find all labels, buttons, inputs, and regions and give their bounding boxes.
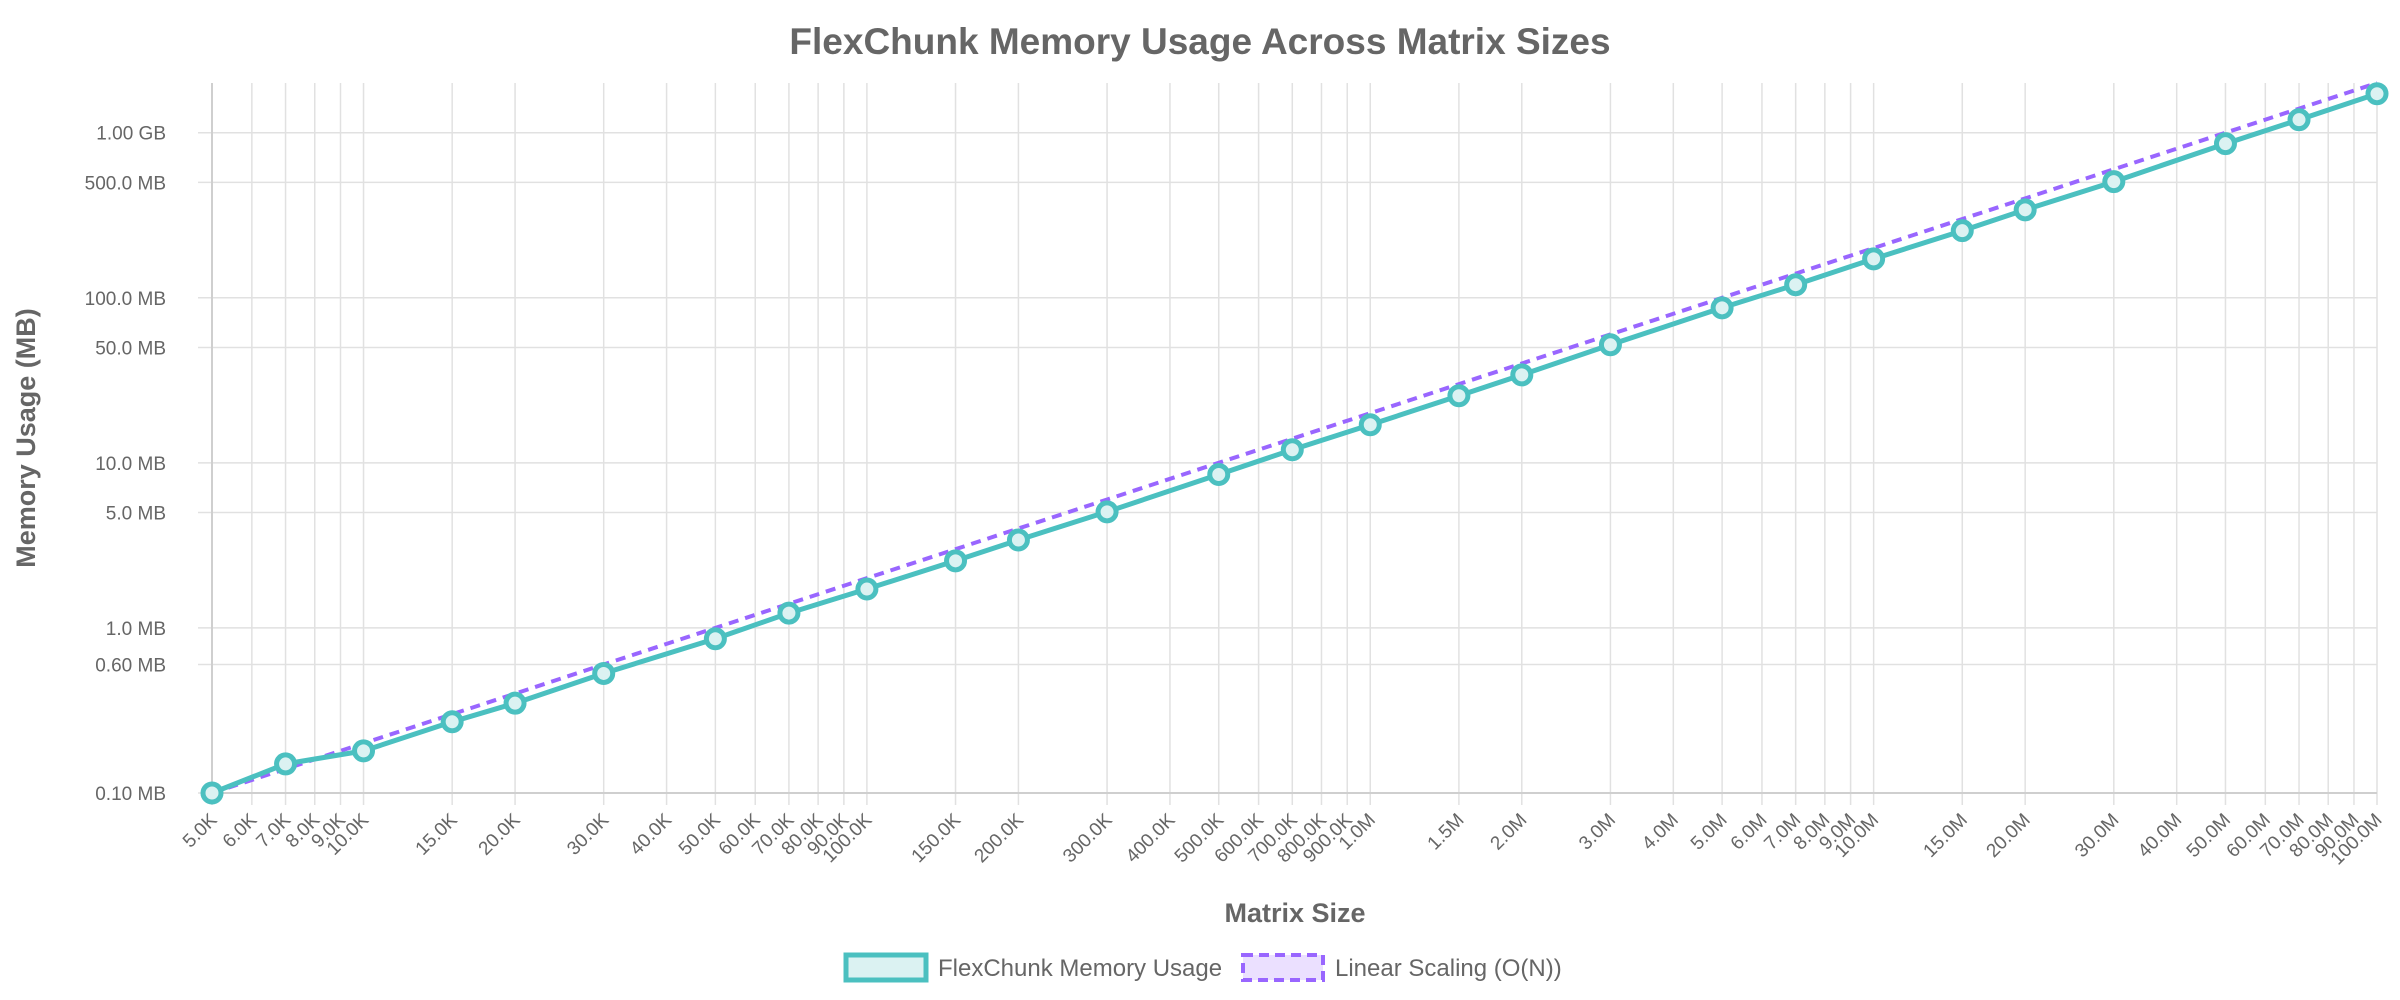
x-tick-label: 5.0M (1687, 810, 1732, 855)
x-tick-label: 3.0M (1575, 810, 1620, 855)
data-point-flexchunk[interactable] (2013, 198, 2037, 222)
x-tick-label: 6.0M (1727, 810, 1772, 855)
data-point-flexchunk[interactable] (855, 577, 879, 601)
data-point-flexchunk[interactable] (1447, 384, 1471, 408)
x-tick-label: 4.0M (1638, 810, 1683, 855)
y-tick-label: 5.0 MB (106, 504, 166, 525)
x-tick-label: 300.0K (1059, 809, 1117, 867)
x-tick-label: 200.0K (971, 809, 1029, 867)
y-tick-label: 1.00 GB (96, 124, 166, 145)
y-tick-label: 500.0 MB (85, 173, 166, 194)
x-tick-label: 15.0K (412, 809, 462, 859)
data-point-flexchunk[interactable] (2365, 82, 2389, 106)
data-point-flexchunk[interactable] (1784, 273, 1808, 297)
data-point-flexchunk[interactable] (944, 549, 968, 573)
legend-item-linear[interactable]: Linear Scaling (O(N)) (1241, 953, 1562, 982)
legend: FlexChunk Memory Usage Linear Scaling (O… (843, 952, 1562, 983)
x-tick-label: 50.0M (2183, 810, 2235, 862)
series (200, 81, 2389, 805)
legend-item-flexchunk[interactable]: FlexChunk Memory Usage (843, 952, 1222, 983)
data-point-flexchunk[interactable] (777, 601, 801, 625)
data-point-flexchunk[interactable] (352, 739, 376, 763)
x-tick-label: 30.0K (563, 809, 613, 859)
x-tick-label: 15.0M (1920, 810, 1972, 862)
data-point-flexchunk[interactable] (1095, 500, 1119, 524)
data-point-flexchunk[interactable] (274, 752, 298, 776)
x-tick-label: 50.0K (675, 809, 725, 859)
data-point-flexchunk[interactable] (1280, 438, 1304, 462)
legend-label-flexchunk: FlexChunk Memory Usage (938, 955, 1222, 982)
data-point-flexchunk[interactable] (440, 710, 464, 734)
legend-label-linear: Linear Scaling (O(N)) (1335, 955, 1562, 982)
data-point-flexchunk[interactable] (503, 691, 527, 715)
y-tick-label: 100.0 MB (85, 289, 166, 310)
y-tick-label: 0.10 MB (95, 784, 166, 805)
y-tick-label: 10.0 MB (95, 454, 166, 475)
x-tick-label: 30.0M (2071, 810, 2123, 862)
data-point-flexchunk[interactable] (1710, 296, 1734, 320)
data-point-flexchunk[interactable] (1358, 413, 1382, 437)
x-tick-label: 20.0K (475, 809, 525, 859)
y-axis-ticks: 0.10 MB 0.60 MB 1.0 MB 5.0 MB 10.0 MB 50.0 MB… (85, 124, 166, 805)
grid (198, 83, 2378, 805)
data-point-flexchunk[interactable] (1950, 219, 1974, 243)
data-point-flexchunk[interactable] (703, 627, 727, 651)
x-tick-label: 40.0M (2134, 810, 2186, 862)
data-point-flexchunk[interactable] (592, 661, 616, 685)
x-tick-label: 40.0K (626, 809, 676, 859)
data-point-flexchunk[interactable] (2213, 132, 2237, 156)
data-point-flexchunk[interactable] (1598, 333, 1622, 357)
x-axis-title: Matrix Size (1224, 898, 1365, 928)
x-tick-label: 20.0M (1983, 810, 2035, 862)
y-tick-label: 0.60 MB (95, 656, 166, 677)
x-tick-label: 6.0K (219, 809, 262, 852)
chart-title: FlexChunk Memory Usage Across Matrix Siz… (789, 21, 1610, 62)
x-tick-label: 400.0K (1122, 809, 1180, 867)
x-tick-label: 1.5M (1424, 810, 1469, 855)
legend-swatch-linear (1241, 953, 1325, 982)
y-axis-title: Memory Usage (MB) (11, 308, 41, 568)
data-point-flexchunk[interactable] (200, 781, 224, 805)
data-point-flexchunk[interactable] (1207, 462, 1231, 486)
data-point-flexchunk[interactable] (2102, 170, 2126, 194)
x-tick-label: 2.0M (1487, 810, 1532, 855)
y-tick-label: 1.0 MB (106, 619, 166, 640)
data-point-flexchunk[interactable] (1006, 528, 1030, 552)
data-point-flexchunk[interactable] (2287, 108, 2311, 132)
data-point-flexchunk[interactable] (1862, 247, 1886, 271)
x-tick-label: 5.0K (179, 809, 222, 852)
y-tick-label: 50.0 MB (95, 338, 166, 359)
x-tick-label: 150.0K (908, 809, 966, 867)
series-line-linear (211, 81, 2378, 795)
legend-swatch-flexchunk (843, 952, 929, 983)
data-point-flexchunk[interactable] (1510, 363, 1534, 387)
